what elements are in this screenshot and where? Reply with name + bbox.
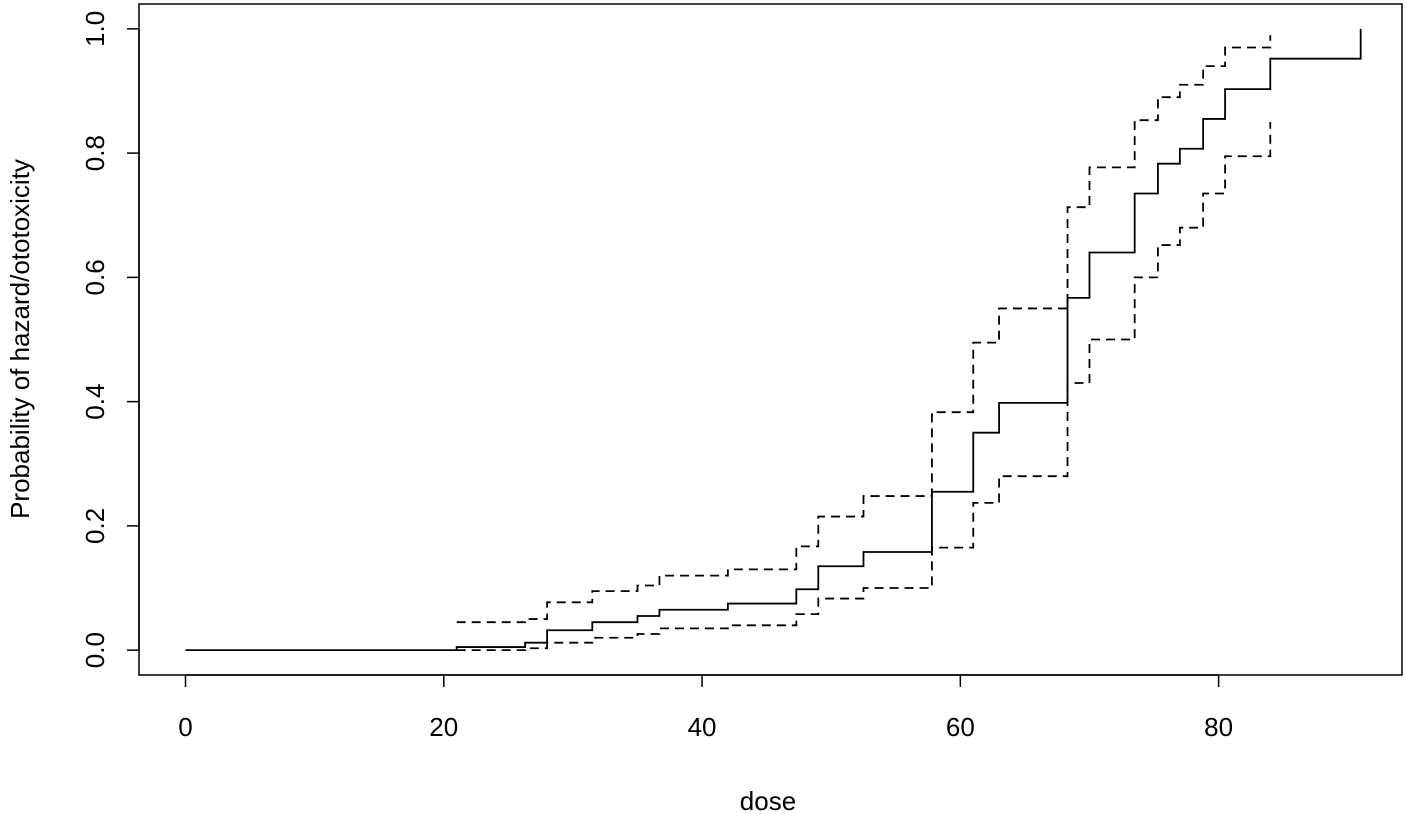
y-tick-label: 0.0 [80,632,110,668]
y-tick-label: 0.8 [80,135,110,171]
series-layer [185,28,1362,652]
y-axis: 0.0 0.2 0.4 0.6 0.8 1.0 [80,11,140,668]
x-tick-label: 40 [688,712,717,742]
series-line-0 [185,28,1362,652]
y-axis-title: Probability of hazard/ototoxicity [5,159,35,519]
x-tick-label: 20 [429,712,458,742]
series-line-1 [456,35,1272,624]
y-tick-label: 0.6 [80,259,110,295]
plot-box [138,3,1403,676]
y-tick-label: 1.0 [80,11,110,47]
x-tick-label: 60 [946,712,975,742]
y-tick-label: 0.4 [80,384,110,420]
x-tick-label: 80 [1204,712,1233,742]
y-tick-label: 0.2 [80,508,110,544]
x-axis: 0 20 40 60 80 [178,674,1233,742]
series-line-2 [456,122,1272,652]
x-axis-title: dose [740,786,796,814]
x-tick-label: 0 [178,712,192,742]
